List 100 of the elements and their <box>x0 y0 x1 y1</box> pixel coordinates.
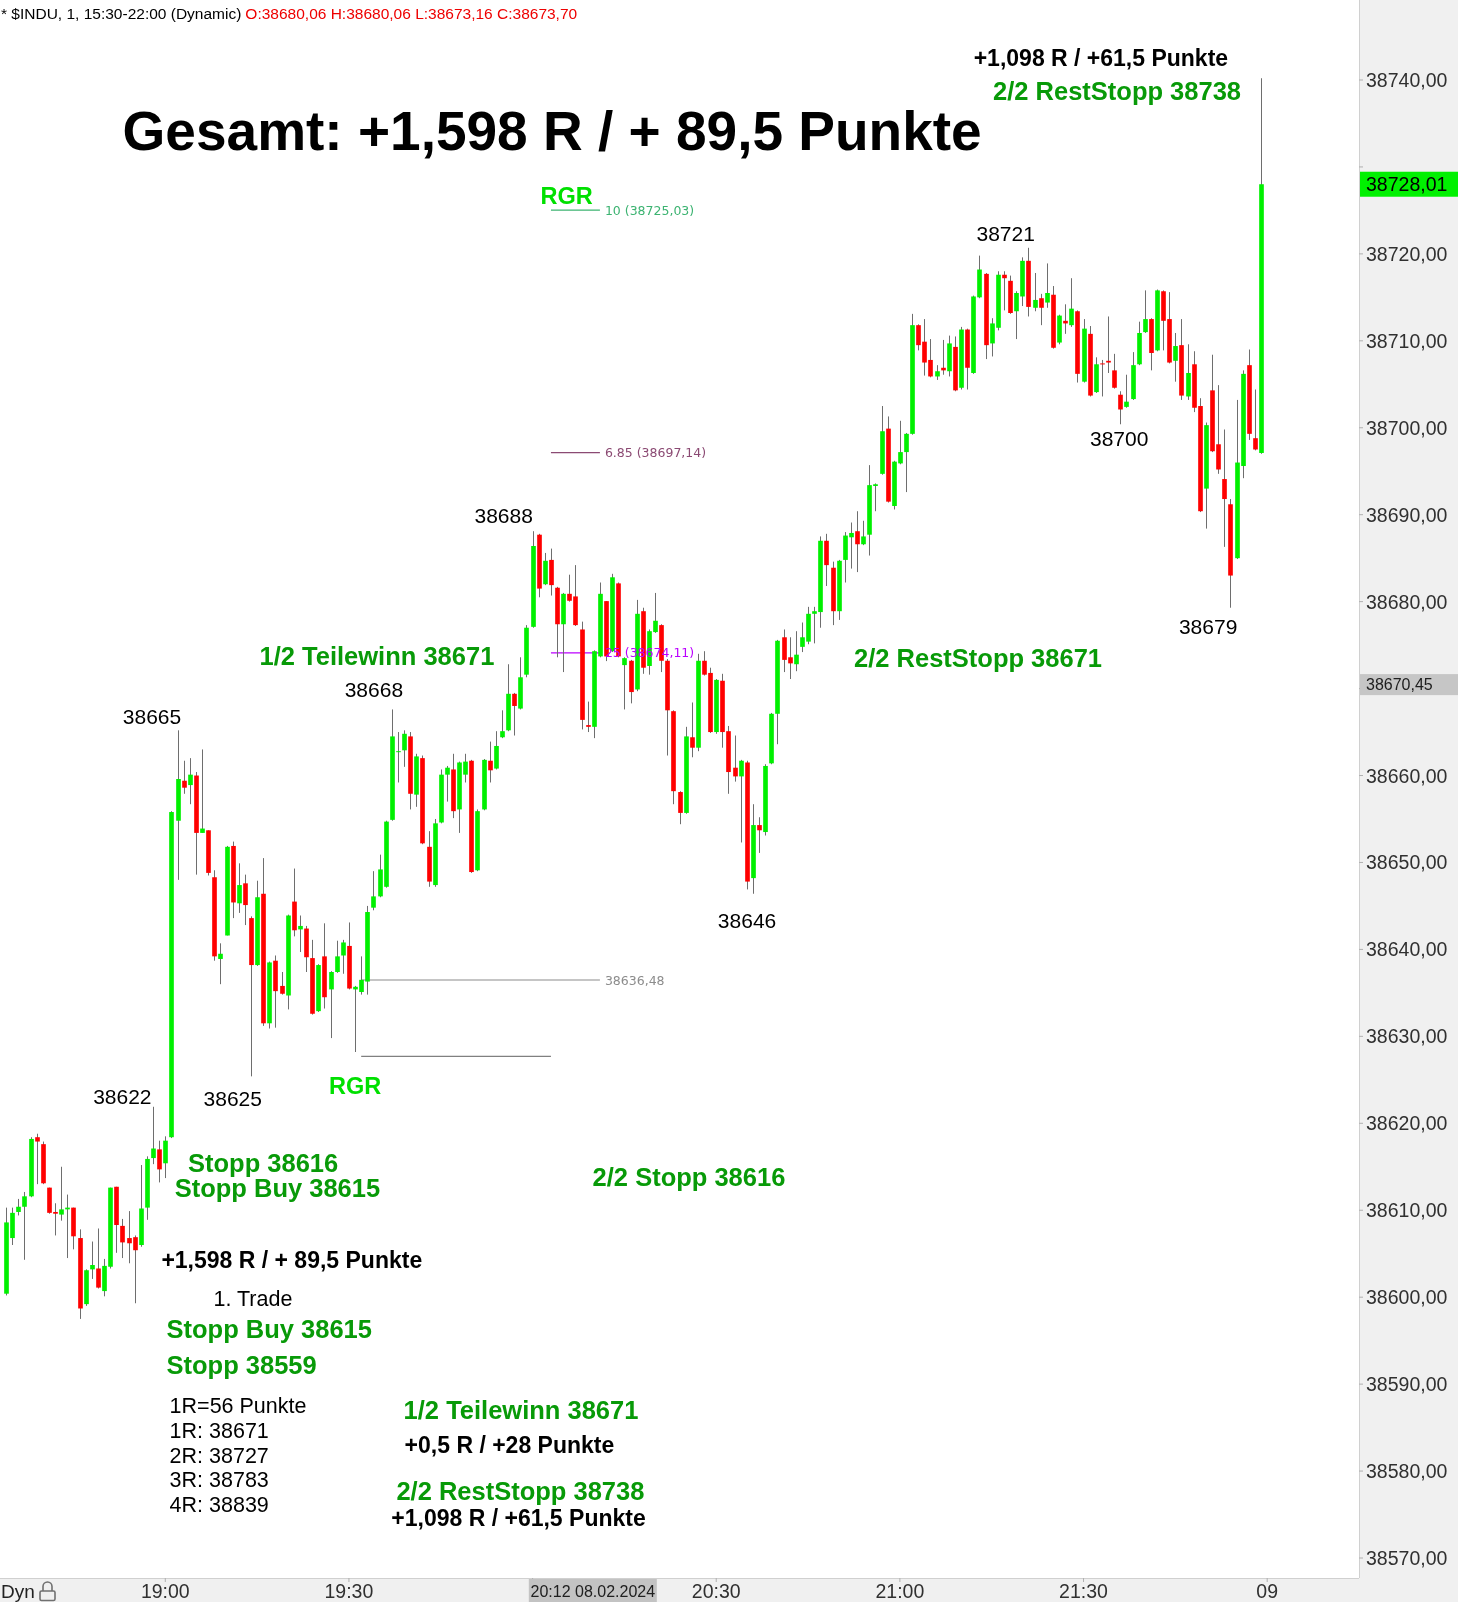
candlestick <box>512 692 517 737</box>
y-tick-label: 38580,00 <box>1366 1460 1448 1483</box>
annotation: 2/2 RestStopp 38671 <box>854 644 1103 672</box>
candlestick <box>678 790 683 825</box>
candlestick <box>22 1191 27 1261</box>
x-tick-label: 19:30 <box>324 1580 374 1602</box>
candlestick <box>1045 262 1050 309</box>
candlestick <box>757 816 762 854</box>
annotation: Stopp 38559 <box>166 1351 317 1379</box>
text: Dyn <box>1 1580 35 1602</box>
candlestick <box>151 1106 156 1165</box>
candlestick <box>218 942 223 985</box>
candlestick <box>500 709 505 739</box>
candlestick <box>794 630 799 672</box>
y-tick-label: 38710,00 <box>1366 329 1448 352</box>
y-tick-label: 38740,00 <box>1366 68 1448 91</box>
candlestick <box>1124 374 1129 409</box>
candlestick <box>543 552 548 586</box>
annotation: +1,098 R / +61,5 Punkte <box>391 1505 646 1531</box>
annotation: 38665 <box>122 704 182 728</box>
annotation: RGR <box>540 183 593 209</box>
candlestick <box>445 765 450 803</box>
annotation: 4R: 38839 <box>169 1493 269 1517</box>
candlestick <box>855 510 860 573</box>
annotation: +1,598 R / + 89,5 Punkte <box>161 1247 423 1273</box>
candlestick <box>690 701 695 758</box>
annotation: 38622 <box>93 1084 152 1108</box>
candlestick <box>298 915 303 953</box>
candlestick <box>200 748 205 834</box>
y-tick-label: 38590,00 <box>1366 1373 1448 1396</box>
annotation: +1,098 R / +61,5 Punkte <box>973 45 1229 72</box>
annotation: 38646 <box>717 909 777 933</box>
annotation: 38679 <box>1178 614 1238 638</box>
annotation: 38700 <box>1089 426 1149 450</box>
y-tick-label: 38640,00 <box>1366 938 1448 961</box>
candlestick <box>622 656 627 710</box>
annotation: 38721 <box>976 221 1035 245</box>
candlestick <box>59 1166 64 1222</box>
annotation: 2/2 RestStopp 38738 <box>993 77 1242 105</box>
candlestick <box>1069 277 1074 328</box>
candlestick <box>329 970 334 1039</box>
x-tick-label: 20:30 <box>691 1580 741 1602</box>
text: 20:12 08.02.2024 <box>530 1582 656 1600</box>
text: 38670,45 <box>1366 676 1433 694</box>
candlestick <box>1253 389 1258 451</box>
candlestick <box>188 757 193 805</box>
annotation: 38668 <box>344 678 404 702</box>
candlestick <box>1222 428 1227 548</box>
y-tick-label: 38700,00 <box>1366 416 1448 439</box>
candlestick <box>1100 359 1105 397</box>
y-tick-label: 38630,00 <box>1366 1025 1448 1048</box>
y-tick-label: 38600,00 <box>1366 1286 1448 1309</box>
candlestick <box>1106 315 1111 374</box>
x-tick-label: 09 <box>1256 1580 1279 1602</box>
annotation: +0,5 R / +28 Punkte <box>404 1431 615 1458</box>
candlestick <box>335 940 340 974</box>
annotation: Gesamt: +1,598 R / + 89,5 Punkte <box>122 99 982 162</box>
y-tick-label: 38650,00 <box>1366 851 1448 874</box>
annotation: RGR <box>329 1073 382 1099</box>
candlestick <box>243 874 248 926</box>
annotation: 1R: 38671 <box>169 1418 269 1443</box>
candlestick <box>1143 289 1148 334</box>
candlestick <box>861 520 866 546</box>
annotation: Stopp 38616 <box>188 1149 339 1177</box>
candlestick <box>739 759 744 843</box>
annotation: 38688 <box>474 503 533 527</box>
candlestick <box>35 1133 40 1185</box>
text: 38728,01 <box>1366 173 1448 196</box>
candlestick <box>733 735 738 783</box>
y-tick-label: 38620,00 <box>1366 1112 1448 1135</box>
candlestick <box>1118 390 1123 425</box>
candlestick <box>157 1140 162 1183</box>
annotation: 2/2 Stopp 38616 <box>592 1163 786 1191</box>
candlestick <box>90 1241 95 1280</box>
candlestick <box>488 741 493 783</box>
candlestick <box>371 870 376 911</box>
candlestick <box>1002 270 1007 311</box>
candlestick <box>280 971 285 996</box>
candlestick <box>586 701 591 733</box>
candlestick <box>182 760 187 795</box>
candlestick <box>120 1218 125 1259</box>
y-tick-label: 38720,00 <box>1366 242 1448 265</box>
annotation: 1/2 Teilewinn 38671 <box>403 1396 639 1424</box>
y-tick-label: 38610,00 <box>1366 1199 1448 1222</box>
annotation: 1R=56 Punkte <box>169 1394 307 1418</box>
y-tick-label: 38660,00 <box>1366 764 1448 787</box>
candlestick <box>494 730 499 770</box>
annotation: 3R: 38783 <box>169 1468 269 1492</box>
x-tick-label: 19:00 <box>140 1580 190 1602</box>
series-label: 10 (38725,03) <box>604 202 695 218</box>
candlestick <box>1112 353 1117 390</box>
candlestick <box>163 1135 168 1179</box>
x-tick-label: 21:30 <box>1059 1580 1109 1602</box>
candlestick <box>1033 272 1038 312</box>
annotation: 2R: 38727 <box>169 1443 269 1468</box>
candlestick <box>96 1227 101 1289</box>
chart-subtitle: O:38680,06 H:38680,06 L:38673,16 C:38673,70 <box>245 5 578 22</box>
candlestick <box>904 432 909 493</box>
annotation: 2/2 RestStopp 38738 <box>396 1476 645 1505</box>
series-label: 38636,48 <box>604 972 665 988</box>
